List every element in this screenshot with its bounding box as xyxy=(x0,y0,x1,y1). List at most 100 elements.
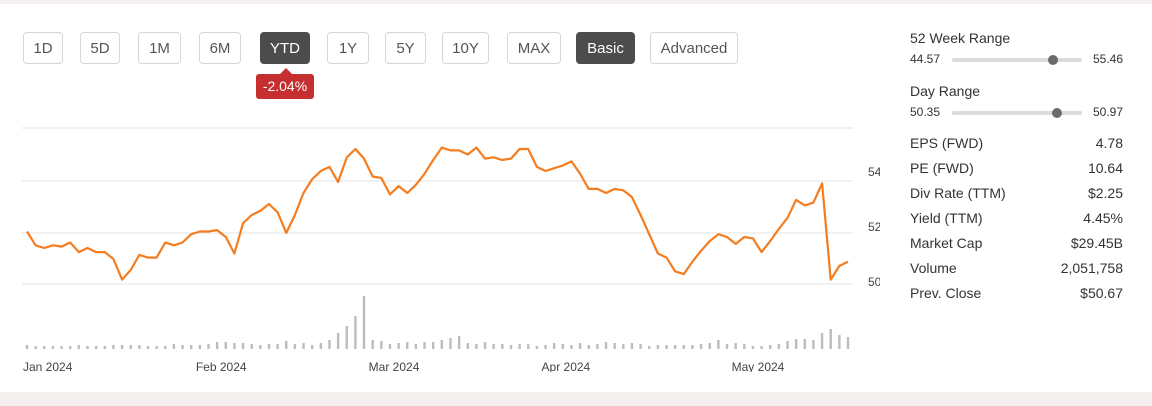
volume-bar xyxy=(604,342,608,349)
day-range-high: 50.97 xyxy=(1092,105,1123,119)
volume-bar xyxy=(457,336,461,349)
volume-bar xyxy=(293,344,297,349)
stat-value: $29.45B xyxy=(1070,235,1123,251)
volume-bar xyxy=(43,346,46,349)
volume-bar xyxy=(544,345,547,349)
volume-bar xyxy=(656,345,660,349)
volume-bar xyxy=(397,343,400,349)
stat-label: EPS (FWD) xyxy=(910,135,984,151)
volume-bar xyxy=(838,335,841,349)
volume-bar xyxy=(786,341,789,349)
volume-bar xyxy=(466,343,469,349)
stat-value: 4.78 xyxy=(1095,135,1123,151)
volume-bar xyxy=(699,344,703,349)
volume-bar xyxy=(190,345,193,349)
volume-bar xyxy=(639,344,642,349)
volume-bar xyxy=(354,316,357,349)
volume-bar xyxy=(414,344,418,349)
range-button-1y[interactable]: 1Y xyxy=(327,32,369,64)
volume-bar xyxy=(94,346,98,349)
day-range-slider-track xyxy=(952,108,1082,118)
volume-bar xyxy=(449,338,452,349)
volume-bar xyxy=(51,346,55,349)
volume-bar xyxy=(103,346,106,349)
volume-bar xyxy=(596,344,599,349)
stat-row-yield: Yield (TTM) 4.45% xyxy=(910,210,1123,230)
stat-row-volume: Volume 2,051,758 xyxy=(910,260,1123,280)
volume-bar xyxy=(129,345,132,349)
volume-bar xyxy=(259,345,262,349)
range-button-1m[interactable]: 1M xyxy=(138,32,181,64)
volume-bar xyxy=(250,344,253,349)
volume-bar xyxy=(769,345,772,349)
stat-label: Market Cap xyxy=(910,235,983,251)
volume-bar xyxy=(708,343,711,349)
y-tick-label: 54 xyxy=(868,165,880,179)
volume-bar xyxy=(630,343,634,349)
volume-bar xyxy=(492,344,495,349)
volume-bar xyxy=(587,345,590,349)
volume-bar xyxy=(812,340,815,349)
range-button-1d[interactable]: 1D xyxy=(23,32,63,64)
volume-bar xyxy=(803,339,806,349)
x-tick-label: Apr 2024 xyxy=(542,360,591,372)
volume-bar xyxy=(673,345,677,349)
stat-row-prev-close: Prev. Close $50.67 xyxy=(910,285,1123,305)
volume-bar xyxy=(423,342,426,349)
volume-bar xyxy=(561,344,565,349)
stat-row-pe: PE (FWD) 10.64 xyxy=(910,160,1123,180)
week52-high: 55.46 xyxy=(1092,52,1123,66)
week52-range: 52 Week Range 44.57 55.46 xyxy=(910,30,1123,66)
volume-bar xyxy=(578,343,582,349)
volume-bar xyxy=(388,344,392,349)
volume-bar xyxy=(224,342,227,349)
volume-bar xyxy=(25,345,29,349)
stat-value: 10.64 xyxy=(1087,160,1123,176)
day-range: Day Range 50.35 50.97 xyxy=(910,83,1123,119)
y-tick-label: 52 xyxy=(868,220,880,234)
volume-bar xyxy=(267,344,271,349)
range-button-10y[interactable]: 10Y xyxy=(442,32,489,64)
range-button-max[interactable]: MAX xyxy=(507,32,561,64)
advanced-mode-button[interactable]: Advanced xyxy=(650,32,738,64)
stat-row-market-cap: Market Cap $29.45B xyxy=(910,235,1123,255)
stat-value: 4.45% xyxy=(1083,210,1123,226)
range-button-6m[interactable]: 6M xyxy=(199,32,241,64)
ytd-change-badge: -2.04% xyxy=(256,68,314,99)
x-tick-label: Mar 2024 xyxy=(369,360,420,372)
volume-bar xyxy=(552,343,556,349)
volume-bar xyxy=(112,345,115,349)
volume-bar xyxy=(820,333,824,349)
day-range-low: 50.35 xyxy=(910,105,941,119)
volume-bar xyxy=(734,343,737,349)
volume-bar xyxy=(518,344,521,349)
volume-bar xyxy=(691,345,694,349)
volume-bar xyxy=(215,342,219,349)
volume-bar xyxy=(120,345,124,349)
volume-bar xyxy=(241,343,245,349)
volume-bar xyxy=(665,345,668,349)
quote-card: 1D 5D 1M 6M YTD 1Y 5Y 10Y MAX Basic Adva… xyxy=(0,4,1152,392)
volume-bar xyxy=(751,346,755,349)
range-button-5y[interactable]: 5Y xyxy=(385,32,426,64)
volume-bar xyxy=(198,345,202,349)
week52-low: 44.57 xyxy=(910,52,941,66)
volume-bar xyxy=(319,343,323,349)
stat-label: Div Rate (TTM) xyxy=(910,185,1006,201)
stat-value: 2,051,758 xyxy=(1060,260,1123,276)
price-line xyxy=(26,146,849,281)
stat-value: $2.25 xyxy=(1087,185,1123,201)
volume-bar xyxy=(717,340,720,349)
week52-slider-marker xyxy=(1047,55,1058,65)
volume-bar xyxy=(846,337,850,349)
volume-bar xyxy=(829,329,832,349)
volume-bar xyxy=(440,340,444,349)
range-button-5d[interactable]: 5D xyxy=(80,32,120,64)
volume-bar xyxy=(613,343,616,349)
basic-mode-button[interactable]: Basic xyxy=(576,32,635,64)
day-range-slider-marker xyxy=(1051,108,1062,118)
volume-bar xyxy=(34,346,37,349)
volume-bar xyxy=(276,344,279,349)
volume-bar xyxy=(371,340,374,349)
range-button-ytd[interactable]: YTD xyxy=(260,32,310,64)
